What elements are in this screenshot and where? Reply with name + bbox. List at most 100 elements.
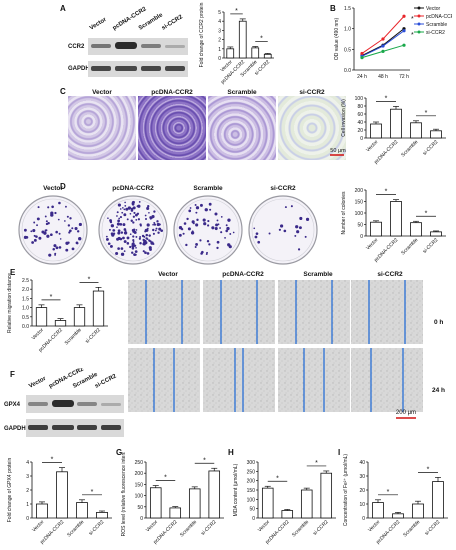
colony-dot bbox=[214, 227, 218, 231]
colony-dot bbox=[143, 235, 146, 238]
x-tick-label: Scramble bbox=[402, 519, 421, 538]
colony-dot bbox=[54, 253, 57, 256]
y-tick-label: 200 bbox=[247, 479, 256, 485]
colony-dot bbox=[23, 235, 28, 239]
y-tick-label: 30 bbox=[359, 474, 365, 480]
blot-gpx4-svg: Vector pcDNA-CCR2 Scramble si-CCR2 GPX4 … bbox=[4, 366, 124, 437]
wound-image bbox=[203, 348, 275, 412]
significance-star: * bbox=[315, 460, 318, 467]
colony-dot bbox=[131, 200, 135, 204]
colony-dot bbox=[195, 206, 200, 210]
y-tick-label: 2.5 bbox=[22, 278, 29, 284]
y-tick-label: 2 bbox=[26, 488, 29, 494]
blot-band bbox=[52, 425, 74, 430]
significance-star: * bbox=[51, 457, 54, 464]
colony-dot bbox=[144, 214, 147, 217]
blot-ccr2-svg: Vector pcDNA-CCR2 Scramble si-CCR2 CCR2 … bbox=[68, 6, 188, 77]
colony-dot bbox=[216, 219, 219, 222]
wound-image bbox=[351, 348, 423, 412]
colony-dot bbox=[284, 206, 287, 209]
series-point bbox=[402, 14, 406, 18]
colony-dot bbox=[124, 204, 127, 207]
panel-b-label: B bbox=[330, 4, 336, 13]
colony-dot bbox=[125, 207, 129, 211]
colony-dishes-svg: Vector pcDNA-CCR2 Scramble si-CCR2 bbox=[18, 185, 318, 265]
row-label: GAPDH bbox=[4, 426, 26, 432]
wound-image bbox=[278, 348, 350, 412]
colony-dot bbox=[225, 224, 228, 227]
significance-star: * bbox=[276, 475, 279, 482]
colony-dot bbox=[117, 219, 120, 223]
chart-fe-concentration: 0 10 20 30 40 Concentration of Fe²⁺ (μmol/mL)… bbox=[343, 454, 448, 545]
colony-dot bbox=[45, 222, 49, 226]
colony-dot bbox=[109, 219, 112, 222]
colony-dish bbox=[173, 195, 243, 265]
bar bbox=[208, 470, 221, 519]
colony-dot bbox=[151, 214, 155, 219]
colony-dish bbox=[18, 195, 88, 265]
colony-dot bbox=[54, 211, 57, 215]
colony-dot bbox=[158, 227, 162, 231]
bar bbox=[56, 471, 68, 519]
invasion-labels: Vector pcDNA-CCR2 Scramble si-CCR2 50 μm bbox=[92, 89, 346, 156]
invasion-image-pcdna bbox=[138, 96, 206, 160]
colony-dot bbox=[304, 235, 307, 238]
colony-dot bbox=[126, 218, 129, 221]
colony-dot bbox=[123, 208, 126, 211]
y-tick-label: 50 bbox=[249, 507, 255, 513]
colony-dot bbox=[278, 228, 281, 231]
colony-dot bbox=[143, 239, 146, 243]
colony-dot bbox=[219, 227, 221, 229]
y-tick-label: 50 bbox=[357, 223, 363, 229]
colony-dot bbox=[110, 224, 115, 228]
colony-dot bbox=[53, 244, 57, 248]
y-tick-label: 0.5 bbox=[22, 315, 29, 321]
colony-dot bbox=[186, 217, 189, 221]
x-tick-label: Vector bbox=[365, 139, 380, 154]
chart-mda-content: 0 50 100 150 200 250 300 MDA content (μmol/mL) V… bbox=[233, 460, 336, 545]
colony-dot bbox=[23, 228, 27, 232]
colony-dot bbox=[191, 230, 194, 233]
x-tick-label: Scramble bbox=[66, 519, 85, 538]
time-label: 24 h bbox=[432, 387, 445, 394]
colony-dot bbox=[69, 217, 72, 220]
y-tick-label: 0.5 bbox=[344, 47, 351, 53]
legend-label: Vector bbox=[426, 6, 441, 12]
bar bbox=[169, 507, 182, 519]
colony-dot bbox=[153, 210, 156, 213]
wound-healing-images: Vector pcDNA-CCR2 Scramble si-CCR2 0 h 2… bbox=[128, 268, 456, 426]
y-axis-label: Number of colonies bbox=[341, 191, 347, 235]
colony-dot bbox=[296, 230, 300, 234]
legend-label: pcDNA-CCR2 bbox=[426, 14, 452, 20]
colony-dot bbox=[116, 226, 118, 229]
colony-dot bbox=[67, 241, 70, 244]
colony-dot bbox=[283, 229, 287, 233]
colony-dot bbox=[132, 206, 136, 210]
colony-dot bbox=[190, 231, 195, 235]
bar bbox=[320, 472, 333, 519]
row-label: GPX4 bbox=[4, 402, 21, 408]
colony-dot bbox=[132, 240, 135, 243]
colony-dot bbox=[115, 251, 119, 256]
lane-label: si-CCR2 bbox=[161, 14, 185, 32]
y-tick-label: 1 bbox=[218, 47, 221, 53]
colony-dot bbox=[121, 211, 124, 214]
y-axis-label: Cell invasion (%) bbox=[341, 99, 347, 137]
colony-dot bbox=[52, 248, 55, 251]
colony-dot bbox=[117, 247, 120, 250]
colony-dot bbox=[35, 235, 38, 238]
colony-dot bbox=[211, 226, 215, 230]
colony-dot bbox=[116, 222, 120, 226]
y-tick-label: 100 bbox=[247, 497, 256, 503]
colony-dot bbox=[224, 236, 226, 239]
bar bbox=[372, 502, 384, 519]
colony-dot bbox=[156, 220, 159, 223]
colony-dot bbox=[58, 201, 61, 205]
colony-dot bbox=[44, 229, 47, 232]
bar bbox=[370, 221, 382, 237]
x-tick-label: si-CCR2 bbox=[424, 519, 442, 537]
y-tick-label: 0 bbox=[252, 516, 255, 522]
colony-dot bbox=[50, 211, 54, 215]
colony-dot bbox=[207, 219, 210, 223]
